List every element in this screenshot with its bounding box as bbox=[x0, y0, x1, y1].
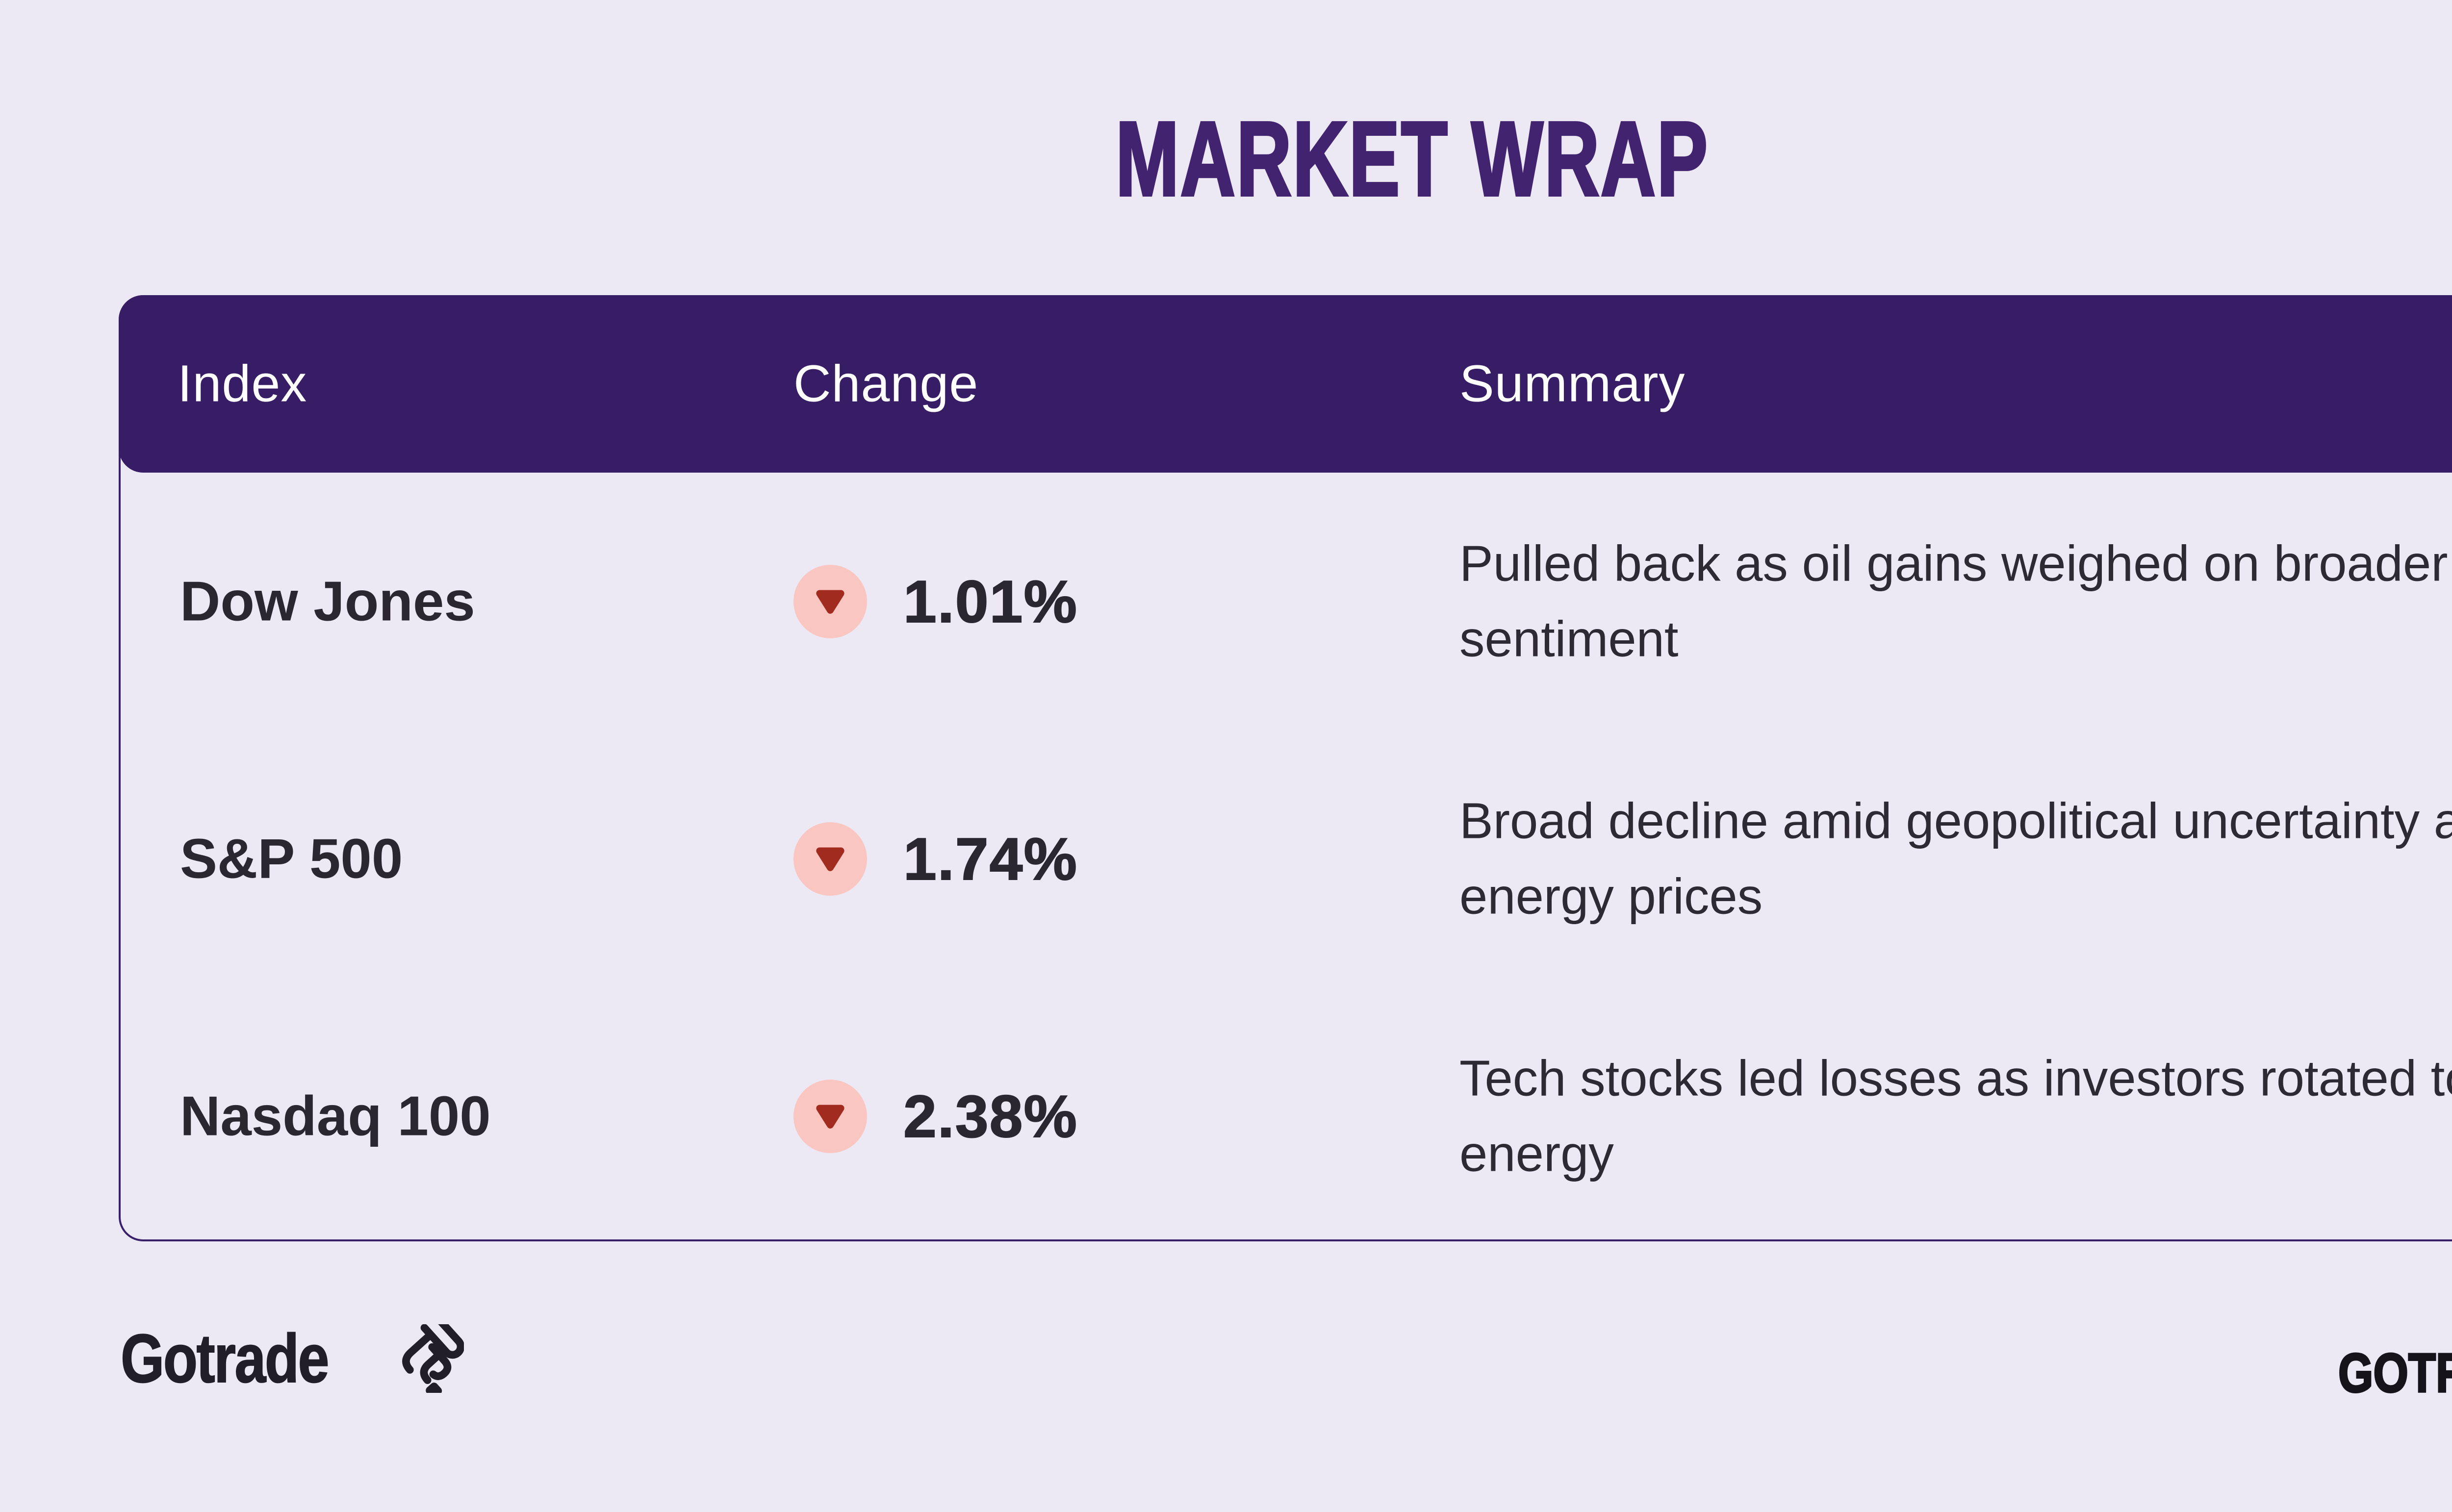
table-row: S&P 500 1.74% Broad decline amid geopoli… bbox=[121, 730, 2452, 987]
table-body: Dow Jones 1.01% Pulled back as oil gains… bbox=[121, 473, 2452, 1239]
down-triangle-icon bbox=[816, 589, 844, 614]
publication-name: GOTRADE DAILY bbox=[2338, 1341, 2452, 1405]
change-direction-badge bbox=[793, 1079, 867, 1153]
column-header-change: Change bbox=[793, 354, 979, 413]
change-percent: 2.38% bbox=[903, 1083, 1078, 1150]
change-percent: 1.01% bbox=[903, 568, 1078, 635]
change-direction-badge bbox=[793, 564, 867, 638]
change-percent: 1.74% bbox=[903, 825, 1078, 893]
summary-text: Broad decline amid geopolitical uncertai… bbox=[1459, 792, 2452, 925]
down-triangle-icon bbox=[816, 847, 844, 871]
table-row: Dow Jones 1.01% Pulled back as oil gains… bbox=[121, 473, 2452, 730]
change-direction-badge bbox=[793, 822, 867, 896]
page-title: MARKET WRAP bbox=[1115, 98, 1709, 219]
index-name: Dow Jones bbox=[180, 570, 475, 632]
column-header-index: Index bbox=[178, 354, 307, 413]
brand-wordmark: Gotrade bbox=[120, 1319, 330, 1397]
market-table: Index Change Summary Dow Jones 1.01% Pul… bbox=[119, 295, 2452, 1241]
column-header-summary: Summary bbox=[1459, 354, 1686, 413]
index-name: Nasdaq 100 bbox=[180, 1085, 491, 1147]
table-header-row: Index Change Summary bbox=[119, 295, 2452, 473]
change-cell: 1.01% bbox=[793, 564, 1078, 638]
summary-text: Pulled back as oil gains weighed on broa… bbox=[1459, 535, 2448, 667]
gotrade-brand: Gotrade bbox=[120, 1319, 464, 1398]
down-triangle-icon bbox=[816, 1104, 844, 1129]
change-cell: 1.74% bbox=[793, 822, 1078, 896]
table-row: Nasdaq 100 2.38% Tech stocks led losses … bbox=[121, 987, 2452, 1245]
change-cell: 2.38% bbox=[793, 1079, 1078, 1153]
index-name: S&P 500 bbox=[180, 828, 403, 890]
summary-text: Tech stocks led losses as investors rota… bbox=[1459, 1050, 2452, 1182]
gotrade-logo-icon bbox=[402, 1324, 464, 1393]
